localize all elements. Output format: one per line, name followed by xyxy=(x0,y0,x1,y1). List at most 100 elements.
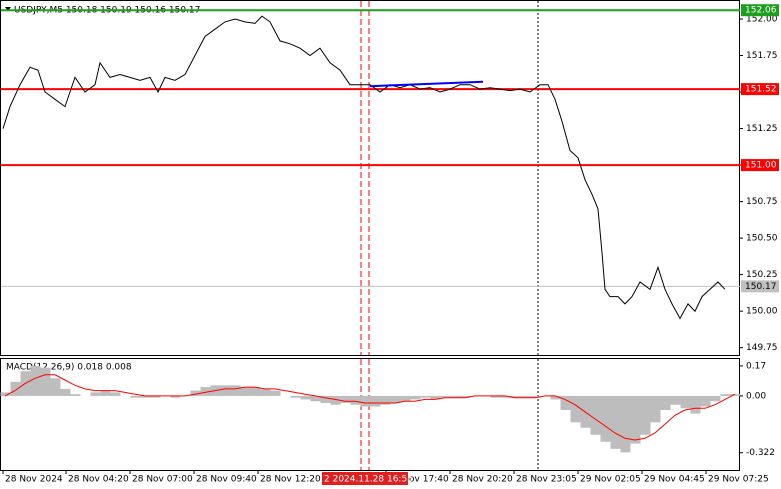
y-tick-label: 150.75 xyxy=(746,197,778,207)
macd-bar xyxy=(700,395,711,407)
level-label: 150.17 xyxy=(745,282,777,292)
macd-bar xyxy=(190,390,201,396)
macd-bar xyxy=(260,388,271,396)
macd-bar xyxy=(460,395,471,398)
macd-title: MACD(12,26,9) 0.018 0.008 xyxy=(6,363,132,373)
macd-bar xyxy=(730,394,741,396)
y-tick-label: 150.00 xyxy=(746,307,778,317)
macd-bar xyxy=(380,395,391,405)
macd-bar xyxy=(60,388,71,396)
y-tick-label: 0.17 xyxy=(746,361,766,371)
macd-bar xyxy=(220,385,231,396)
macd-bar xyxy=(720,394,731,396)
x-tick-label: 28 Nov 04:20 xyxy=(68,475,129,485)
x-tick-label: 29 Nov 02:05 xyxy=(580,475,641,485)
price-panel-frame xyxy=(0,0,740,356)
macd-bar xyxy=(370,395,381,407)
x-tick-label: 28 Nov 12:20 xyxy=(260,475,321,485)
macd-bar xyxy=(630,395,641,444)
macd-bar xyxy=(290,395,301,398)
macd-bar xyxy=(430,395,441,400)
crosshair-label: 2 2024.11.28 16:55 xyxy=(324,475,413,485)
macd-bar xyxy=(150,395,161,398)
level-label-box xyxy=(741,4,779,17)
x-tick-label: 28 Nov 20:20 xyxy=(452,475,513,485)
y-tick-label: 151.25 xyxy=(746,124,778,134)
y-tick-label: 150.50 xyxy=(746,234,778,244)
macd-bar xyxy=(710,395,721,402)
macd-bar xyxy=(570,395,581,423)
macd-bar xyxy=(360,395,371,407)
y-tick-label: -0.322 xyxy=(746,448,775,458)
y-tick-label: 150.25 xyxy=(746,270,778,280)
macd-bar xyxy=(590,395,601,435)
x-tick-label: 28 Nov 07:00 xyxy=(132,475,193,485)
macd-bar xyxy=(100,390,111,396)
menu-arrow xyxy=(5,7,11,11)
macd-bar xyxy=(230,385,241,396)
macd-bar xyxy=(400,395,411,402)
level-label-box xyxy=(741,159,779,172)
macd-bar xyxy=(250,387,261,396)
macd-bar xyxy=(170,395,181,398)
x-tick-label: 28 Nov 23:05 xyxy=(516,475,577,485)
x-tick-label: 28 Nov 09:40 xyxy=(196,475,257,485)
macd-bar xyxy=(300,395,311,400)
macd-bar xyxy=(270,390,281,396)
level-label: 151.00 xyxy=(745,161,777,171)
macd-bar xyxy=(620,395,631,453)
x-tick-label: 29 Nov 07:25 xyxy=(708,475,769,485)
macd-bar xyxy=(390,395,401,403)
macd-bar xyxy=(330,395,341,405)
y-tick-label: 151.75 xyxy=(746,51,778,61)
trend-line xyxy=(369,80,484,88)
crosshair-label-box xyxy=(322,472,408,485)
y-tick-label: 0.00 xyxy=(746,391,766,401)
macd-bar xyxy=(0,392,11,396)
macd-bar xyxy=(680,395,691,409)
macd-bar xyxy=(340,395,351,403)
macd-bar xyxy=(610,395,621,449)
signal-line xyxy=(4,374,736,441)
macd-bar xyxy=(600,395,611,442)
level-label-box xyxy=(741,83,779,96)
macd-bar xyxy=(490,395,501,398)
macd-bar xyxy=(320,395,331,403)
macd-bar xyxy=(30,365,41,396)
level-label: 152.06 xyxy=(745,6,777,16)
macd-bar xyxy=(420,395,431,398)
macd-bar xyxy=(520,395,531,398)
macd-bar xyxy=(650,395,661,423)
macd-bar xyxy=(550,395,561,400)
macd-bar xyxy=(350,395,361,405)
macd-bar xyxy=(50,378,61,396)
macd-bar xyxy=(440,395,451,398)
level-label-box xyxy=(741,280,779,293)
macd-bar xyxy=(560,395,571,411)
macd-bar xyxy=(510,395,521,398)
macd-bar xyxy=(140,395,151,398)
macd-bar xyxy=(670,395,681,405)
macd-bar xyxy=(70,394,81,396)
macd-bar xyxy=(110,392,121,396)
macd-bar xyxy=(640,395,651,435)
macd-panel-frame xyxy=(0,358,740,471)
macd-bar xyxy=(130,395,141,398)
x-tick-label: 28 Nov 17:40 xyxy=(388,475,449,485)
macd-bar xyxy=(10,381,21,396)
macd-bar xyxy=(310,395,321,402)
macd-bar xyxy=(90,392,101,396)
macd-bar xyxy=(660,395,671,411)
macd-bar xyxy=(410,395,421,400)
macd-bar xyxy=(450,395,461,398)
macd-bar xyxy=(690,395,701,414)
x-tick-label: 28 Nov 2024 xyxy=(5,475,63,485)
y-tick-label: 149.75 xyxy=(746,343,778,353)
macd-bar xyxy=(240,387,251,396)
macd-bar xyxy=(40,367,51,396)
x-tick-label: 29 Nov 04:45 xyxy=(644,475,705,485)
y-tick-label: 152.00 xyxy=(746,14,778,24)
macd-bar xyxy=(530,395,541,398)
